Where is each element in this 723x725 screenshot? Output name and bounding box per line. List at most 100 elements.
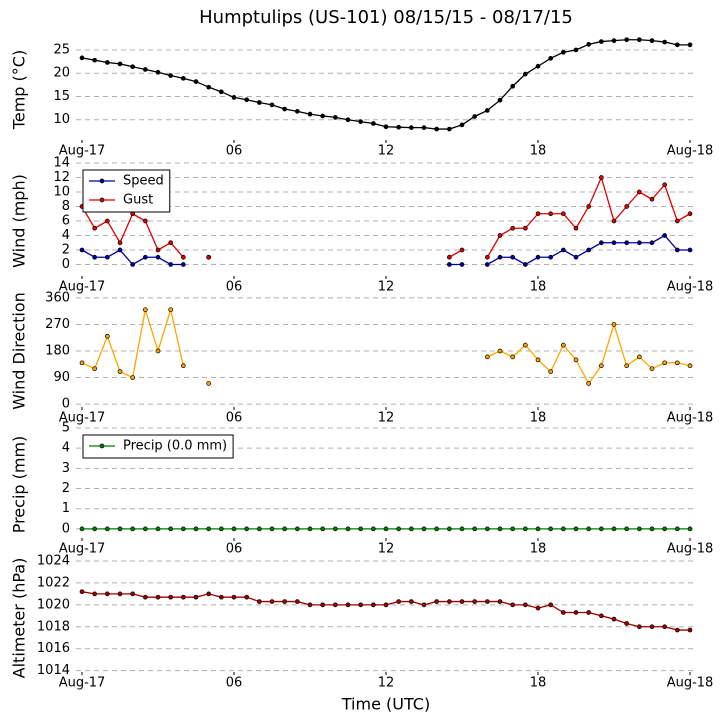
data-point xyxy=(662,526,668,532)
y-tick-label: 360 xyxy=(45,290,70,305)
x-tick-label: Aug-18 xyxy=(667,280,714,295)
data-point xyxy=(598,526,604,532)
data-point xyxy=(79,360,85,366)
data-point xyxy=(269,599,275,604)
data-point xyxy=(573,225,579,231)
y-tick-label: 20 xyxy=(53,66,70,81)
data-point xyxy=(484,599,490,604)
data-point xyxy=(231,526,237,532)
data-point xyxy=(104,333,110,339)
data-point xyxy=(206,591,212,597)
data-point xyxy=(484,108,490,113)
y-axis-label: Altimeter (hPa) xyxy=(10,558,29,679)
data-point xyxy=(649,526,655,532)
data-point xyxy=(142,67,148,72)
x-tick-label: 12 xyxy=(378,280,395,295)
legend: Speed Gust xyxy=(82,169,171,213)
data-point xyxy=(396,599,402,604)
data-point xyxy=(320,526,326,532)
data-point xyxy=(636,624,642,630)
data-point xyxy=(510,526,516,532)
data-point xyxy=(662,182,668,188)
data-point xyxy=(180,262,186,267)
data-point xyxy=(206,254,212,260)
data-point xyxy=(282,599,288,604)
data-point xyxy=(510,602,516,608)
data-point xyxy=(624,37,630,43)
data-point xyxy=(535,526,541,532)
data-point xyxy=(484,354,490,360)
legend-label: Precip (0.0 mm) xyxy=(123,439,227,454)
y-tick-label: 25 xyxy=(53,42,70,57)
y-tick-label: 6 xyxy=(62,214,70,229)
data-point xyxy=(662,233,668,238)
data-point xyxy=(142,307,148,313)
data-point xyxy=(662,360,668,366)
data-point xyxy=(573,526,579,532)
data-point xyxy=(586,381,592,386)
x-tick-label: Aug-17 xyxy=(59,280,106,295)
data-point xyxy=(687,211,693,217)
legend: Precip (0.0 mm) xyxy=(82,434,234,459)
x-tick-label: 18 xyxy=(530,676,547,691)
data-point xyxy=(256,599,262,604)
data-point xyxy=(244,526,250,532)
data-point xyxy=(586,204,592,209)
y-tick-label: 2 xyxy=(62,243,70,258)
data-point xyxy=(674,627,680,633)
data-point xyxy=(180,363,186,369)
x-tick-label: Aug-17 xyxy=(59,542,106,557)
data-point xyxy=(624,204,630,209)
data-point xyxy=(548,369,554,374)
data-point xyxy=(510,354,516,360)
x-tick-label: Aug-18 xyxy=(667,144,714,159)
data-point xyxy=(434,526,440,532)
data-point xyxy=(155,526,161,532)
data-point xyxy=(674,42,680,48)
data-point xyxy=(636,37,642,43)
y-tick-label: 8 xyxy=(62,199,70,214)
data-point xyxy=(573,357,579,363)
y-tick-label: 14 xyxy=(53,156,70,171)
data-point xyxy=(142,218,148,224)
data-point xyxy=(624,363,630,369)
data-point xyxy=(586,247,592,253)
data-point xyxy=(522,602,528,608)
data-point xyxy=(130,64,136,70)
data-point xyxy=(307,111,313,117)
y-axis-label: Wind (mph) xyxy=(10,174,29,268)
data-point xyxy=(168,73,174,78)
data-point xyxy=(79,55,85,61)
data-point xyxy=(421,526,427,532)
data-point xyxy=(282,106,288,112)
y-tick-label: 0 xyxy=(62,257,70,272)
data-point xyxy=(649,38,655,44)
y-tick-label: 1022 xyxy=(37,575,70,590)
x-tick-label: 18 xyxy=(530,411,547,426)
data-point xyxy=(446,599,452,604)
data-point xyxy=(522,342,528,348)
data-point xyxy=(256,526,262,532)
data-point xyxy=(206,381,212,386)
data-point xyxy=(598,613,604,619)
data-point xyxy=(358,526,364,532)
data-point xyxy=(206,526,212,532)
x-tick-label: 12 xyxy=(378,542,395,557)
data-point xyxy=(434,599,440,604)
data-point xyxy=(687,627,693,633)
data-point xyxy=(370,121,376,126)
data-point xyxy=(560,610,566,615)
data-point xyxy=(130,262,136,267)
data-point xyxy=(180,594,186,600)
data-point xyxy=(193,594,199,600)
data-point xyxy=(142,594,148,600)
y-tick-label: 15 xyxy=(53,89,70,104)
data-point xyxy=(117,526,123,532)
data-point xyxy=(117,247,123,253)
series-line xyxy=(81,307,691,385)
data-point xyxy=(92,591,98,597)
data-point xyxy=(396,124,402,130)
x-tick-label: 12 xyxy=(378,144,395,159)
data-point xyxy=(548,211,554,217)
x-tick-label: 12 xyxy=(378,411,395,426)
